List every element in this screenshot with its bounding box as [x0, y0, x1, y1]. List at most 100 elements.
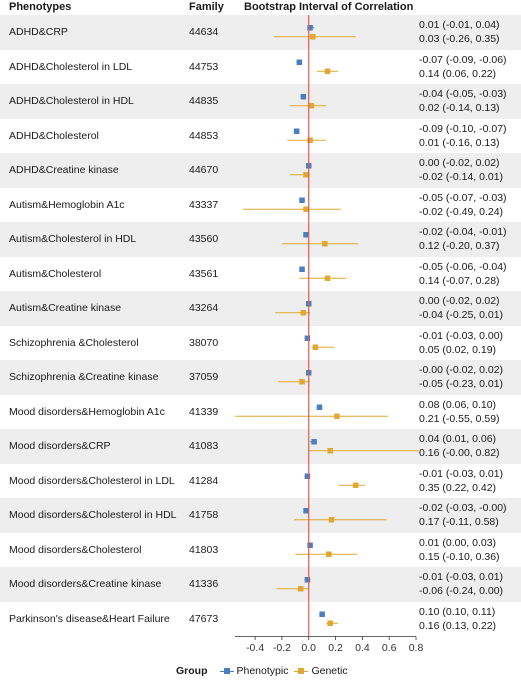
table-row: Mood disorders&Hemoglobin A1c 41339 0.08 (…	[0, 395, 521, 430]
legend: Group Phenotypic Genetic	[176, 664, 348, 678]
phenotype-label: Mood disorders&Creatine kinase	[9, 578, 162, 590]
phenotypic-ci-label: 0.10 (0.10, 0.11)	[419, 605, 496, 618]
table-row: ADHD&Cholesterol 44853 -0.09 (-0.10, -0.07…	[0, 119, 521, 154]
phenotype-label: Mood disorders&CRP	[9, 440, 111, 452]
phenotypic-point	[293, 128, 300, 134]
phenotype-label: ADHD&Cholesterol in LDL	[9, 60, 133, 73]
genetic-point	[326, 551, 332, 557]
table-row: Mood disorders&Cholesterol 41803 0.01 (0.0…	[0, 533, 521, 568]
x-tick-label: -0.4	[246, 642, 264, 654]
table-row: Mood disorders&CRP 41083 0.04 (0.01, 0.06)…	[0, 429, 521, 464]
phenotype-label: ADHD&Cholesterol in HDL	[9, 95, 134, 107]
table-row: Schizophrenia &Creatine kinase 37059 -0.00…	[0, 360, 521, 395]
family-count: 41336	[189, 578, 219, 590]
x-tick-label: 0.2	[328, 642, 343, 654]
genetic-ci-label: 0.05 (0.02, 0.19)	[419, 343, 497, 356]
genetic-point	[299, 379, 305, 385]
genetic-ci-label: -0.05 (-0.23, 0.01)	[419, 378, 504, 390]
genetic-point	[303, 172, 309, 178]
table-row: ADHD&Creatine kinase 44670 0.00 (-0.02, 0.…	[0, 153, 521, 188]
genetic-ci-label: 0.14 (-0.07, 0.28)	[419, 274, 500, 287]
legend-title: Group	[176, 665, 208, 677]
table-row: ADHD&CRP 44634 0.01 (-0.01, 0.04) 0.03 (-0.…	[0, 15, 521, 50]
genetic-ci-label: -0.04 (-0.25, 0.01)	[419, 309, 504, 321]
phenotype-label: ADHD&Cholesterol	[9, 129, 99, 142]
phenotypic-point	[299, 197, 305, 203]
phenotype-label: Autism&Creatine kinase	[9, 302, 122, 314]
family-count: 44670	[189, 164, 219, 176]
genetic-point	[310, 34, 316, 40]
phenotypic-ci-label: 0.04 (0.01, 0.06)	[419, 433, 497, 445]
phenotype-label: ADHD&Creatine kinase	[9, 164, 119, 176]
genetic-point	[324, 68, 331, 74]
family-count: 41339	[189, 405, 219, 418]
genetic-point	[322, 241, 328, 247]
legend-key-phenotypic	[219, 666, 234, 676]
x-tick-label: 0.6	[382, 642, 397, 654]
phenotypic-ci-label: -0.09 (-0.10, -0.07)	[419, 122, 507, 135]
family-count: 44853	[189, 129, 219, 142]
phenotypic-point	[311, 439, 317, 445]
genetic-point	[307, 137, 313, 143]
genetic-ci-label: 0.02 (-0.14, 0.13)	[419, 102, 500, 114]
x-tick-label: 0.0	[301, 642, 316, 654]
x-tick-label: -0.2	[273, 642, 291, 654]
table-row: Parkinson's disease&Heart Failure 47673 0.…	[0, 602, 521, 637]
family-count: 41284	[189, 474, 219, 487]
legend-label-genetic: Genetic	[311, 665, 348, 677]
phenotypic-point	[307, 25, 313, 31]
phenotypic-ci-label: 0.08 (0.06, 0.10)	[419, 398, 497, 411]
family-count: 44835	[189, 95, 219, 107]
phenotype-label: Mood disorders&Cholesterol	[9, 543, 142, 556]
table-row: ADHD&Cholesterol in HDL 44835 -0.04 (-0.05…	[0, 84, 521, 119]
genetic-point	[327, 620, 333, 626]
family-count: 43560	[189, 233, 219, 245]
phenotype-label: ADHD&CRP	[9, 26, 68, 38]
table-row: Schizophrenia &Cholesterol 38070 -0.01 (-0…	[0, 326, 521, 361]
phenotypic-ci-label: -0.02 (-0.03, -0.00)	[419, 502, 507, 514]
family-count: 43337	[189, 198, 219, 211]
table-row: Mood disorders&Creatine kinase 41336 -0.01…	[0, 567, 521, 602]
family-count: 41758	[189, 509, 219, 521]
family-count: 47673	[189, 612, 219, 625]
phenotypic-ci-label: -0.02 (-0.04, -0.01)	[419, 226, 507, 238]
family-count: 43264	[189, 302, 219, 314]
genetic-point	[297, 586, 304, 592]
phenotypic-ci-label: 0.01 (0.00, 0.03)	[419, 536, 497, 549]
family-count: 43561	[189, 267, 219, 280]
phenotype-label: Schizophrenia &Creatine kinase	[9, 371, 159, 383]
genetic-point	[312, 344, 319, 350]
genetic-ci-label: 0.35 (0.22, 0.42)	[419, 481, 497, 494]
phenotypic-point	[304, 577, 311, 583]
genetic-point	[328, 517, 335, 523]
phenotypic-ci-label: 0.00 (-0.02, 0.02)	[419, 157, 500, 169]
legend-item-genetic: Genetic	[294, 665, 348, 677]
column-header-bootstrap: Bootstrap Interval of Correlation	[244, 1, 414, 13]
family-count: 37059	[189, 371, 219, 383]
table-row: Autism&Cholesterol in HDL 43560 -0.02 (-0.…	[0, 222, 521, 257]
phenotypic-point	[304, 473, 311, 479]
genetic-ci-label: -0.02 (-0.14, 0.01)	[419, 171, 504, 183]
genetic-ci-label: 0.16 (0.13, 0.22)	[419, 619, 497, 632]
legend-label-phenotypic: Phenotypic	[236, 665, 289, 677]
table-row: ADHD&Cholesterol in LDL 44753 -0.07 (-0.09…	[0, 50, 521, 85]
phenotypic-point	[296, 59, 303, 65]
phenotypic-ci-label: -0.00 (-0.02, 0.02)	[419, 364, 504, 376]
forest-plot: -0.4 -0.2 0.0 0.2 0.4 0.6 0.8	[235, 15, 423, 654]
phenotype-label: Autism&Hemoglobin A1c	[9, 198, 125, 211]
genetic-point	[324, 275, 331, 281]
family-count: 44634	[189, 26, 219, 38]
family-count: 41803	[189, 543, 219, 556]
phenotype-label: Mood disorders&Cholesterol in LDL	[9, 474, 175, 487]
phenotypic-point	[299, 266, 305, 272]
legend-key-square	[298, 668, 305, 674]
table-row: Autism&Creatine kinase 43264 0.00 (-0.02, …	[0, 291, 521, 326]
x-tick-label: 0.4	[355, 642, 370, 654]
phenotypic-ci-label: -0.01 (-0.03, 0.00)	[419, 329, 504, 342]
genetic-point	[308, 103, 315, 109]
phenotypic-point	[316, 404, 323, 410]
table-row: Mood disorders&Cholesterol in HDL 41758 -0…	[0, 498, 521, 533]
genetic-ci-label: 0.03 (-0.26, 0.35)	[419, 33, 500, 45]
genetic-ci-label: 0.16 (-0.00, 0.82)	[419, 447, 500, 459]
phenotypic-point	[307, 542, 313, 548]
